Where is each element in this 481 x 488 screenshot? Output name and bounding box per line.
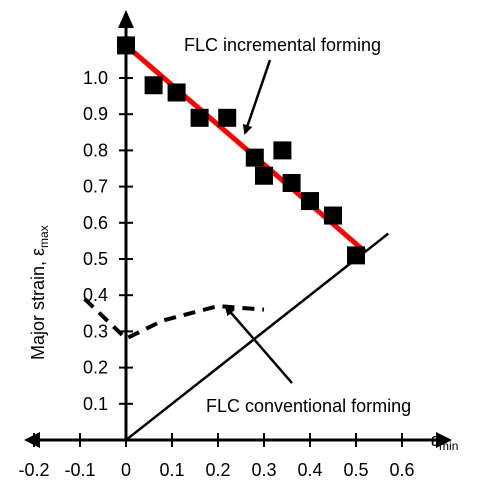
x-axis-label-symbol: ε (431, 430, 439, 450)
y-tick-label: 0.6 (83, 213, 108, 233)
data-point-square (117, 36, 135, 55)
y-axis-ticks: 0.1 0.2 0.3 0.4 0.5 0.6 0.7 0.8 0.9 1.0 (83, 68, 133, 414)
x-tick-label: -0.2 (18, 460, 49, 480)
x-tick-label: 0.5 (343, 460, 368, 480)
x-tick-label: 0.3 (251, 460, 276, 480)
x-axis-arrow-right (436, 432, 452, 448)
data-point-square (167, 83, 186, 102)
data-point-square (347, 246, 365, 265)
x-tick-label: 0 (121, 460, 131, 480)
y-tick-label: 0.3 (83, 321, 108, 341)
x-axis-arrow-left (24, 432, 40, 448)
annotation-flc-conventional: FLC conventional forming (206, 396, 411, 416)
y-axis-label-text: Major strain, ε (28, 248, 48, 360)
data-point-square (282, 173, 301, 192)
x-axis-label-subscript: min (439, 439, 458, 453)
x-tick-label: 0.4 (297, 460, 322, 480)
x-tick-label: 0.2 (205, 460, 230, 480)
annotation-arrow-incremental (242, 59, 272, 135)
y-tick-label: 0.9 (83, 104, 108, 124)
y-tick-label: 0.8 (83, 140, 108, 160)
data-point-square (273, 141, 292, 160)
y-tick-label: 0.7 (83, 177, 108, 197)
x-tick-label: 0.1 (159, 460, 184, 480)
annotation-arrow-conventional (224, 305, 293, 384)
reference-line (125, 232, 389, 441)
annotation-flc-incremental: FLC incremental forming (184, 35, 381, 55)
y-tick-label: 0.2 (83, 358, 108, 378)
x-axis-label: εmin (431, 430, 458, 453)
y-axis-label-subscript: max (37, 225, 51, 248)
data-point-square (324, 206, 342, 225)
x-tick-label: 0.6 (389, 460, 414, 480)
data-point-square (144, 76, 163, 95)
y-tick-label: 0.4 (83, 285, 108, 305)
series-layer (83, 36, 389, 441)
data-point-square (301, 192, 319, 211)
x-tick-label: -0.1 (64, 460, 95, 480)
data-point-square (190, 108, 209, 127)
y-axis-label: Major strain, εmax (28, 225, 51, 360)
y-tick-label: 0.1 (83, 394, 108, 414)
data-point-square (245, 148, 264, 167)
x-axis-ticks: -0.2 -0.1 0 0.1 0.2 0.3 0.4 0.5 0.6 (18, 433, 415, 480)
y-tick-label: 1.0 (83, 68, 108, 88)
data-point-square (218, 108, 237, 127)
y-tick-label: 0.5 (83, 249, 108, 269)
y-axis-arrow-up (118, 10, 134, 28)
data-point-square (255, 166, 273, 185)
